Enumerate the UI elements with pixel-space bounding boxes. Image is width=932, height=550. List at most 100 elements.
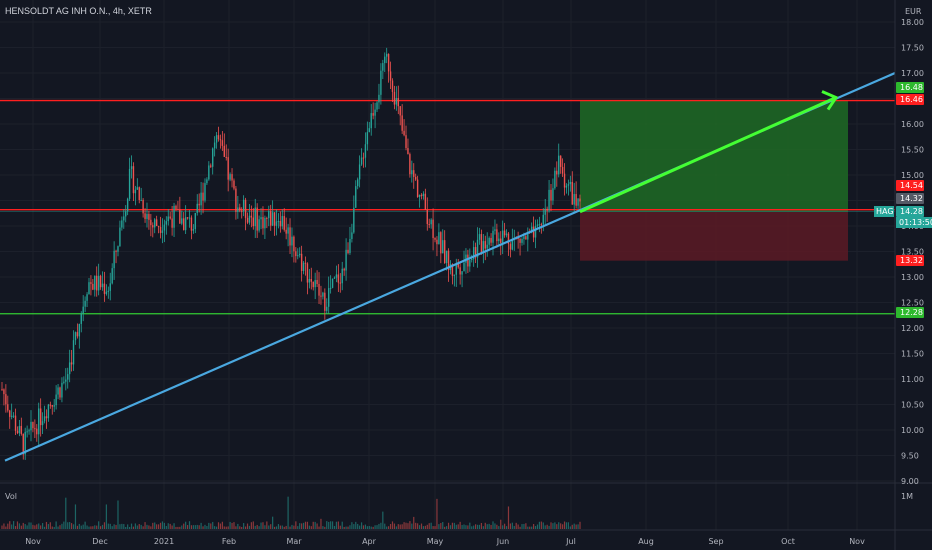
candle-body [107,290,110,292]
candle-body [552,188,554,201]
candle-body [418,194,421,197]
volume-bar [177,526,179,529]
volume-bar [111,526,113,529]
candle-body [20,425,23,434]
candle-body [534,226,537,238]
volume-bar [235,526,237,529]
candle-body [341,268,343,284]
candle-body [411,170,413,175]
candle-body [63,381,65,383]
candle-body [360,157,363,165]
volume-bar [70,523,73,529]
candle-body [393,91,396,105]
volume-bar [440,523,442,529]
volume-bar [480,522,483,529]
volume-bar [451,522,454,529]
candle-body [80,313,82,324]
candle-body [407,148,409,155]
volume-bar [159,522,162,529]
candle-body [159,226,162,233]
arrow-shaft[interactable] [579,96,837,214]
volume-bar [198,525,200,529]
candle-body [252,217,255,227]
volume-bar [405,522,407,529]
candle-body [395,98,398,105]
volume-bar [548,525,550,529]
candle-body [554,170,556,189]
candle-body [565,185,568,188]
candle-body [84,300,86,307]
horizontal-levels[interactable] [0,99,895,315]
volume-bar [484,522,486,529]
volume-bar [188,521,191,529]
arrow-head[interactable] [821,90,839,111]
volume-bar [287,496,289,529]
candle-body [295,251,297,257]
candle-body [57,387,59,395]
volume-bar [511,522,513,529]
candle-body [146,214,148,219]
volume-bar [262,522,264,529]
volume-bar [403,522,405,529]
volume-bar [186,525,189,529]
candle-body [34,428,36,430]
volume-bar [88,526,90,529]
price-tag-label: 13.32 [900,256,923,265]
candle-body [179,209,181,224]
candle-body [459,267,461,275]
candle-body [399,106,401,116]
candle-body [39,408,42,426]
candle-body [362,157,365,159]
price-tick-label: 12.00 [901,324,924,333]
time-tick-label: Nov [849,537,865,546]
candle-body [490,237,492,243]
candle-body [424,193,427,210]
candle-body [331,278,334,288]
target-arrow[interactable] [579,90,839,214]
volume-bar [214,526,216,529]
volume-bar [488,523,490,529]
candle-body [558,155,560,175]
candle-body [200,192,202,206]
volume-bar [449,525,452,529]
volume-bar [208,522,210,529]
volume-bar [119,524,121,529]
volume-bar [372,526,374,529]
volume-bar [142,526,144,529]
volume-bar [322,526,324,529]
candle-body [440,232,442,254]
volume-bar [125,526,127,529]
volume-bar [277,524,280,529]
candle-body [202,192,204,201]
volume-bar [138,524,140,529]
candle-body [333,277,336,279]
volume-bar [330,521,332,529]
volume-bar [507,506,510,529]
candle-body [177,209,179,211]
price-tag-label: 12.28 [900,308,923,317]
volume-bar [53,526,55,529]
volume-bar [175,526,177,529]
candle-body [59,387,61,398]
volume-bar [453,522,455,529]
candle-body [65,379,67,382]
candle-body [173,205,175,228]
volume-bar [523,523,525,529]
volume-bar [517,524,519,529]
candle-body [262,217,264,229]
volume-bar [192,525,194,529]
volume-bar [219,523,222,529]
candle-body [409,154,411,175]
volume-bar [411,523,413,529]
time-axis[interactable]: Nov Dec 2021 Feb Mar Apr May Jun Jul Aug Sep Oct Nov [25,537,865,546]
volume-bar [563,521,566,529]
volume-bar [258,526,260,529]
candle-body [451,264,454,276]
volume-bar [157,524,160,529]
volume-bar [562,524,564,529]
candle-body [270,211,272,226]
volume-bar [447,522,450,529]
volume-bar [144,522,146,529]
price-tag-label: 16.46 [900,95,923,104]
